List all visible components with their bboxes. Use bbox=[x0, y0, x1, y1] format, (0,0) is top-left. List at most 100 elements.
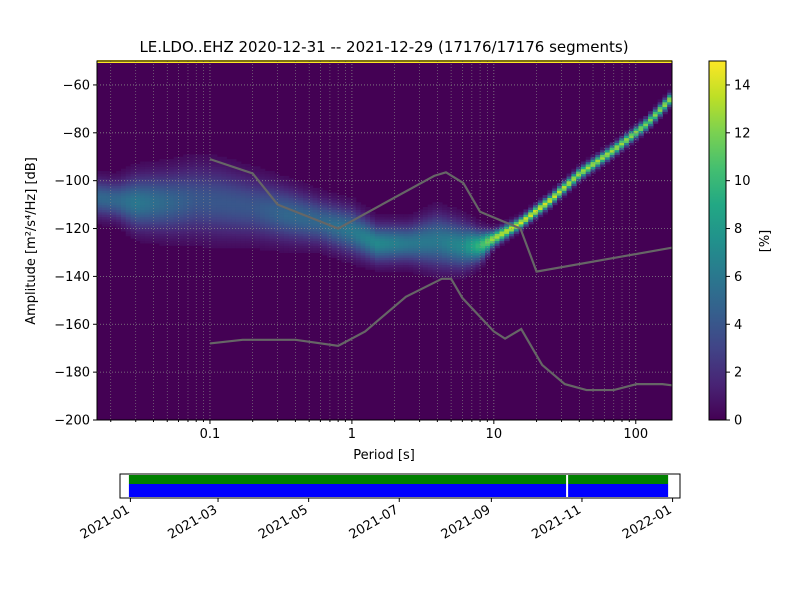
density-cell bbox=[168, 206, 175, 210]
density-cell bbox=[226, 180, 232, 184]
density-cell bbox=[183, 233, 189, 237]
density-cell bbox=[638, 132, 644, 136]
density-cell bbox=[207, 166, 213, 170]
density-cell bbox=[561, 183, 568, 187]
density-cell bbox=[298, 187, 304, 191]
density-cell bbox=[207, 216, 213, 220]
density-cell bbox=[235, 192, 242, 196]
density-cell bbox=[298, 190, 304, 194]
density-cell bbox=[427, 204, 434, 208]
density-cell bbox=[178, 183, 184, 187]
density-cell bbox=[374, 218, 381, 222]
density-cell bbox=[408, 230, 414, 234]
density-cell bbox=[360, 209, 366, 213]
density-cell bbox=[188, 163, 194, 167]
density-cell bbox=[168, 214, 175, 218]
density-cell bbox=[183, 226, 189, 230]
y-tick-label: −180 bbox=[54, 366, 90, 381]
density-cell bbox=[609, 149, 616, 153]
density-cell bbox=[212, 197, 218, 201]
density-cell bbox=[116, 226, 122, 230]
density-cell bbox=[456, 252, 462, 256]
density-cell bbox=[518, 226, 525, 230]
density-cell bbox=[116, 218, 122, 222]
density-cell bbox=[293, 195, 299, 199]
density-cell bbox=[216, 168, 223, 172]
density-cell bbox=[312, 204, 319, 208]
density-cell bbox=[149, 171, 156, 175]
density-cell bbox=[197, 199, 204, 203]
density-cell bbox=[168, 187, 175, 191]
density-cell bbox=[207, 154, 213, 158]
density-cell bbox=[125, 173, 132, 177]
density-cell bbox=[149, 178, 156, 182]
density-cell bbox=[154, 206, 160, 210]
density-cell bbox=[461, 254, 467, 258]
density-cell bbox=[485, 233, 491, 237]
density-cell bbox=[298, 214, 304, 218]
density-cell bbox=[456, 247, 462, 251]
density-cell bbox=[341, 245, 347, 249]
density-cell bbox=[451, 209, 457, 213]
density-cell bbox=[192, 202, 199, 206]
density-cell bbox=[212, 185, 218, 189]
density-cell bbox=[221, 218, 227, 222]
density-cell bbox=[283, 197, 290, 201]
density-cell bbox=[341, 238, 347, 242]
density-cell bbox=[494, 240, 501, 244]
density-cell bbox=[394, 226, 400, 230]
density-cell bbox=[437, 262, 443, 266]
colorbar-tick-label: 14 bbox=[734, 78, 751, 93]
density-cell bbox=[144, 173, 151, 177]
density-cell bbox=[101, 190, 108, 194]
density-cell bbox=[331, 233, 338, 237]
colorbar-tick-label: 4 bbox=[734, 318, 742, 333]
density-cell bbox=[437, 202, 443, 206]
density-cell bbox=[379, 259, 386, 263]
density-cell bbox=[408, 250, 414, 254]
colorbar-gradient bbox=[708, 60, 727, 421]
density-cell bbox=[226, 230, 232, 234]
density-cell bbox=[231, 233, 237, 237]
density-cell bbox=[298, 247, 304, 251]
density-cell bbox=[240, 197, 247, 201]
density-cell bbox=[259, 228, 266, 232]
density-cell bbox=[202, 190, 208, 194]
density-cell bbox=[312, 192, 319, 196]
density-cell bbox=[226, 159, 232, 163]
density-cell bbox=[489, 230, 496, 234]
density-cell bbox=[135, 226, 141, 230]
density-cell bbox=[307, 195, 314, 199]
density-cell bbox=[279, 218, 285, 222]
density-cell bbox=[106, 180, 112, 184]
density-cell bbox=[638, 125, 644, 129]
density-cell bbox=[422, 259, 429, 263]
density-cell bbox=[557, 192, 563, 196]
density-cell bbox=[269, 216, 275, 220]
density-cell bbox=[442, 266, 448, 270]
density-cell bbox=[255, 180, 261, 184]
colorbar-label: [%] bbox=[758, 230, 773, 253]
density-cell bbox=[207, 185, 213, 189]
density-cell bbox=[542, 197, 549, 201]
density-cell bbox=[178, 190, 184, 194]
density-cell bbox=[264, 197, 271, 201]
density-cell bbox=[451, 242, 457, 246]
density-cell bbox=[159, 163, 165, 167]
density-cell bbox=[231, 240, 237, 244]
density-cell bbox=[389, 247, 395, 251]
density-cell bbox=[226, 183, 232, 187]
density-cell bbox=[207, 228, 213, 232]
density-cell bbox=[259, 206, 266, 210]
density-cell bbox=[303, 216, 309, 220]
density-cell bbox=[374, 250, 381, 254]
density-cell bbox=[456, 211, 462, 215]
density-cell bbox=[120, 226, 127, 230]
density-cell bbox=[628, 128, 635, 131]
density-cell bbox=[331, 245, 338, 249]
density-cell bbox=[231, 185, 237, 189]
density-cell bbox=[465, 223, 472, 227]
density-cell bbox=[159, 209, 165, 213]
density-cell bbox=[336, 221, 342, 225]
